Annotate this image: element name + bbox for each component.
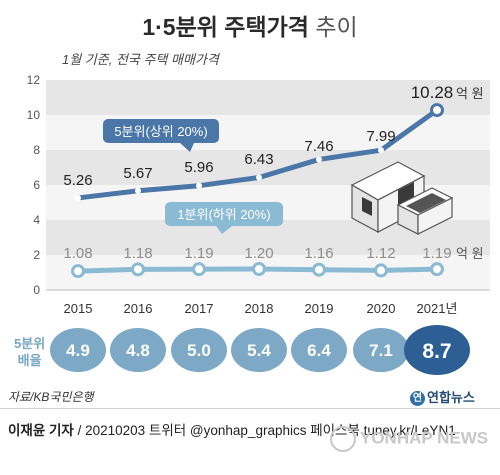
credit-line: 이재윤 기자 / 20210203 트위터 @yonhap_graphics 페…: [8, 419, 456, 439]
data-label: 7.99: [366, 128, 395, 145]
ratio-value: 4.9: [66, 341, 90, 360]
source-note: 자료/KB국민은행: [8, 390, 94, 404]
chart-title-suffix: 추이: [315, 14, 358, 40]
house-illustration: [350, 161, 454, 235]
x-axis-labels: 2015 2016 2017 2018 2019 2020 2021년: [64, 301, 458, 316]
footer: 이재윤 기자 / 20210203 트위터 @yonhap_graphics 페…: [0, 408, 500, 475]
brand-name: 연합뉴스: [427, 390, 475, 405]
x-tick-label: 2016: [124, 301, 153, 316]
data-label: 5.67: [123, 165, 152, 182]
legend-badge-series-2: 1분위(하위 20%): [165, 202, 283, 234]
data-label: 1.12: [366, 245, 395, 262]
series-point: [252, 262, 266, 276]
credit-details: / 20210203 트위터 @yonhap_graphics 페이스북 tun…: [73, 423, 456, 438]
x-tick-label: 2020: [367, 301, 396, 316]
ratio-ellipse: [291, 328, 347, 372]
ratio-label: 5분위 배율: [14, 335, 45, 369]
series-point: [192, 262, 206, 277]
grid-band: [46, 80, 490, 115]
chart-subtitle: 1월 기준, 전국 주택 매매가격: [62, 52, 219, 67]
y-tick-label: 12: [27, 73, 41, 87]
chart-title-main: 1·5분위 주택가격: [142, 14, 309, 40]
data-label: 1.18: [123, 245, 152, 262]
data-label: 7.46: [304, 138, 333, 155]
ratio-value: 6.4: [307, 341, 331, 360]
series-point: [374, 263, 388, 278]
legend-label-series-2: 1분위(하위 20%): [177, 207, 270, 222]
data-label: 1.08: [63, 245, 92, 262]
series-point: [196, 182, 202, 189]
data-label: 5.96: [184, 159, 213, 176]
ratio-ellipse: [404, 325, 470, 375]
series-point: [256, 174, 262, 181]
series-point: [135, 187, 141, 194]
ratio-ellipse: [50, 328, 106, 372]
legend-badge-bg: [165, 202, 283, 226]
ratio-value: 5.4: [247, 341, 271, 360]
data-label: 10.28: [411, 83, 454, 102]
series-point: [316, 156, 322, 163]
watermark-logo-icon: [330, 426, 356, 452]
series-point: [430, 103, 444, 118]
yonhap-logo-icon: 연: [410, 391, 425, 407]
yonhap-brand: 연 연합뉴스: [410, 387, 475, 407]
unit-label-bottom: 억 원: [456, 246, 484, 261]
ratio-ellipse: [171, 328, 227, 372]
y-tick-label: 2: [33, 248, 40, 262]
series-point: [430, 262, 444, 277]
x-tick-label: 2015: [64, 301, 93, 316]
legend-label-series-1: 5분위(상위 20%): [114, 124, 207, 139]
data-label: 1.20: [244, 245, 273, 262]
series-point: [75, 194, 81, 201]
x-tick-label: 2019: [305, 301, 334, 316]
chart-title: 1·5분위 주택가격 추이: [0, 8, 500, 42]
data-label: 6.43: [244, 151, 273, 168]
series-point: [378, 147, 384, 154]
ratio-ellipse: [353, 328, 409, 372]
ratio-value: 7.1: [369, 341, 393, 360]
ratio-label-line-1: 5분위: [14, 336, 46, 351]
series-point: [312, 262, 326, 277]
y-tick-label: 0: [33, 283, 40, 297]
data-label: 1.19: [184, 245, 213, 262]
watermark: YONHAP NEWS: [330, 426, 488, 452]
x-tick-label: 2017: [185, 301, 214, 316]
credit-author: 이재윤 기자: [8, 423, 74, 438]
ratio-ellipse: [110, 328, 166, 372]
data-label: 1.19: [422, 245, 451, 262]
x-tick-label: 2018: [245, 301, 274, 316]
grid-band: [46, 255, 490, 290]
y-tick-label: 10: [27, 108, 41, 122]
legend-badge-bg: [103, 119, 219, 143]
y-tick-label: 4: [33, 213, 40, 227]
ratio-value: 4.8: [126, 341, 150, 360]
watermark-text: YONHAP NEWS: [360, 428, 489, 448]
ratio-row: 4.9 4.8 5.0 5.4 6.4 7.1 8.7: [50, 325, 470, 375]
data-label: 5.26: [63, 172, 92, 189]
series-point: [131, 262, 145, 277]
ratio-value: 5.0: [187, 341, 211, 360]
y-tick-label: 6: [33, 178, 40, 192]
legend-badge-series-1: 5분위(상위 20%): [103, 119, 219, 152]
data-label: 1.16: [304, 245, 333, 262]
legend-badge-pointer: [216, 226, 232, 234]
legend-badge-pointer: [180, 143, 194, 152]
ratio-label-line-2: 배율: [17, 353, 42, 368]
ratio-ellipse: [231, 328, 287, 372]
unit-label-top: 억 원: [456, 86, 484, 101]
series-point: [71, 264, 85, 279]
ratio-value: 8.7: [422, 340, 451, 363]
x-tick-label: 2021년: [417, 301, 458, 316]
y-axis-ticks: 0 2 4 6 8 10 12: [27, 73, 41, 297]
y-tick-label: 8: [33, 143, 40, 157]
